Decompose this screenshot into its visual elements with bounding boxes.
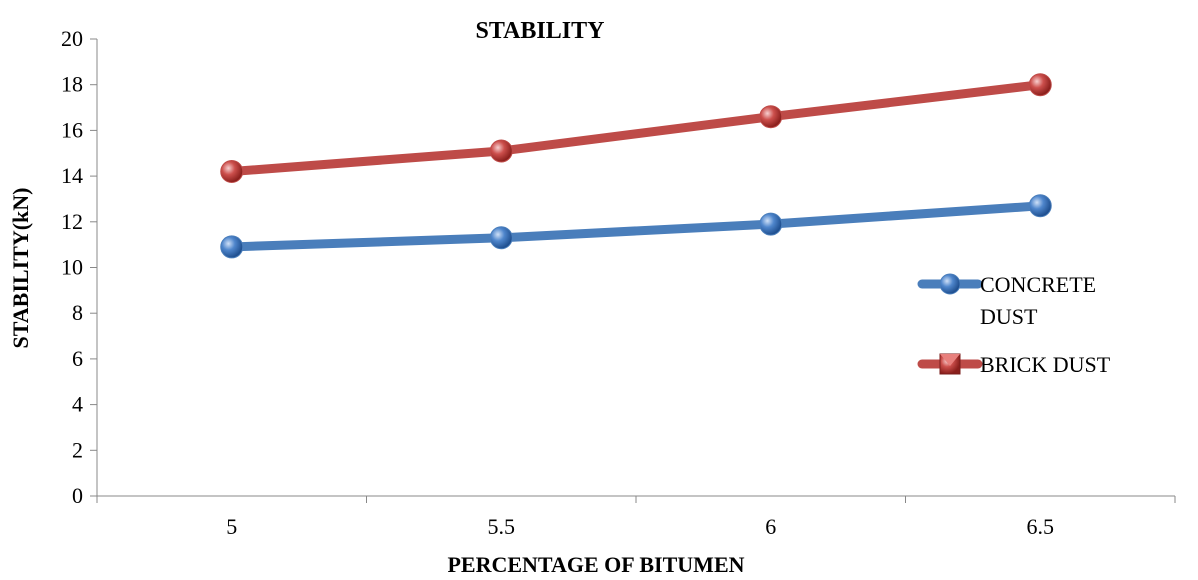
y-tick-label: 8 [72,300,83,325]
series-brick-dust [220,73,1052,184]
series-concrete-dust [220,194,1052,259]
series-line-concrete-dust [227,201,1045,252]
y-tick-label: 18 [61,72,83,97]
data-point-concrete-dust [220,235,244,259]
series-layer [220,73,1052,259]
legend-marker-circle [939,273,961,295]
x-tick-label: 5.5 [488,514,516,539]
x-axis: 5 5.5 6 6.5 [96,495,1176,539]
x-tick-label: 6.5 [1027,514,1055,539]
data-point-brick-dust [489,139,513,163]
y-tick-label: 14 [61,163,83,188]
y-tick-label: 10 [61,255,83,280]
y-axis: 0 2 4 6 8 10 12 14 16 18 20 [61,26,98,508]
x-tick-label: 5 [226,514,237,539]
chart-title: STABILITY [476,18,605,44]
y-tick-label: 16 [61,117,83,142]
y-tick-label: 0 [72,483,83,508]
y-axis-title: STABILITY(kN) [8,188,33,349]
x-axis-title: PERCENTAGE OF BITUMEN [447,552,744,577]
data-point-concrete-dust [489,226,513,250]
data-point-brick-dust [759,105,783,129]
y-tick-label: 2 [72,437,83,462]
legend-item-brick-dust: BRICK DUST [917,352,1111,377]
series-line-brick-dust [227,80,1045,177]
legend-label: CONCRETE [980,272,1096,297]
data-point-concrete-dust [759,212,783,236]
data-point-concrete-dust [1028,194,1052,218]
y-tick-label: 6 [72,346,83,371]
y-tick-label: 12 [61,209,83,234]
legend-item-concrete-dust: CONCRETE DUST [917,272,1096,329]
legend: CONCRETE DUST BRICK DUST [917,272,1111,377]
legend-label: BRICK DUST [980,352,1111,377]
y-tick-label: 4 [72,392,83,417]
data-point-brick-dust [1028,73,1052,97]
legend-label: DUST [980,304,1038,329]
y-tick-label: 20 [61,26,83,51]
legend-marker-highlight [940,354,960,366]
x-tick-label: 6 [765,514,776,539]
data-point-brick-dust [220,160,244,184]
